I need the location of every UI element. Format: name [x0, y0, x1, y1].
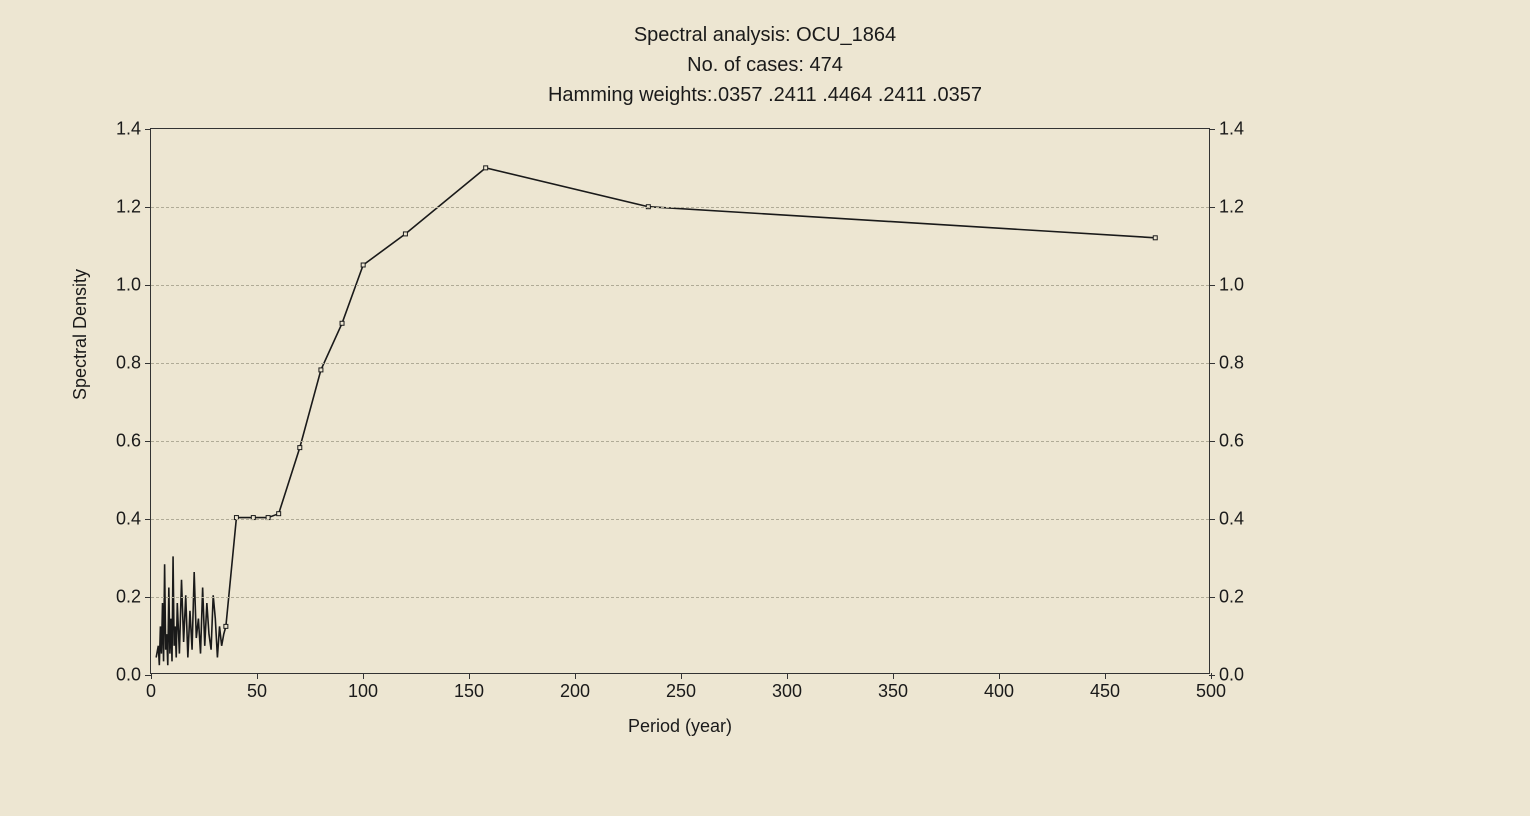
chart-title-block: Spectral analysis: OCU_1864 No. of cases… — [0, 20, 1530, 110]
data-marker — [361, 263, 365, 267]
ytick-left: 0.8 — [116, 353, 151, 374]
xtick: 0 — [146, 673, 156, 702]
noise-series — [156, 556, 226, 665]
gridline — [151, 285, 1209, 286]
ytick-right: 0.6 — [1209, 431, 1244, 452]
xtick: 350 — [878, 673, 908, 702]
xtick: 50 — [247, 673, 267, 702]
data-marker — [298, 446, 302, 450]
ytick-right: 1.2 — [1209, 197, 1244, 218]
xtick: 200 — [560, 673, 590, 702]
data-series — [151, 129, 1209, 673]
data-marker — [319, 368, 323, 372]
data-marker — [340, 321, 344, 325]
data-marker — [484, 166, 488, 170]
xtick: 150 — [454, 673, 484, 702]
data-marker — [224, 624, 228, 628]
ytick-right: 0.2 — [1209, 587, 1244, 608]
ytick-left: 0.2 — [116, 587, 151, 608]
ytick-left: 1.0 — [116, 275, 151, 296]
gridline — [151, 441, 1209, 442]
data-marker — [277, 512, 281, 516]
ytick-right: 0.8 — [1209, 353, 1244, 374]
gridline — [151, 207, 1209, 208]
title-line3: Hamming weights:.0357 .2411 .4464 .2411 … — [0, 80, 1530, 110]
ytick-left: 0.4 — [116, 509, 151, 530]
xtick: 500 — [1196, 673, 1226, 702]
xtick: 100 — [348, 673, 378, 702]
x-axis-label: Period (year) — [150, 716, 1210, 737]
xtick: 450 — [1090, 673, 1120, 702]
ytick-left: 0.6 — [116, 431, 151, 452]
title-line1: Spectral analysis: OCU_1864 — [0, 20, 1530, 50]
data-marker — [403, 232, 407, 236]
data-marker — [1153, 236, 1157, 240]
xtick: 300 — [772, 673, 802, 702]
xtick: 400 — [984, 673, 1014, 702]
ytick-left: 1.2 — [116, 197, 151, 218]
ytick-right: 1.4 — [1209, 119, 1244, 140]
title-line2: No. of cases: 474 — [0, 50, 1530, 80]
gridline — [151, 363, 1209, 364]
ytick-right: 1.0 — [1209, 275, 1244, 296]
gridline — [151, 597, 1209, 598]
plot-area: 0.00.00.20.20.40.40.60.60.80.81.01.01.21… — [150, 128, 1210, 674]
y-axis-label: Spectral Density — [70, 269, 91, 400]
ytick-left: 1.4 — [116, 119, 151, 140]
gridline — [151, 519, 1209, 520]
xtick: 250 — [666, 673, 696, 702]
ytick-right: 0.4 — [1209, 509, 1244, 530]
main-series — [226, 168, 1155, 627]
